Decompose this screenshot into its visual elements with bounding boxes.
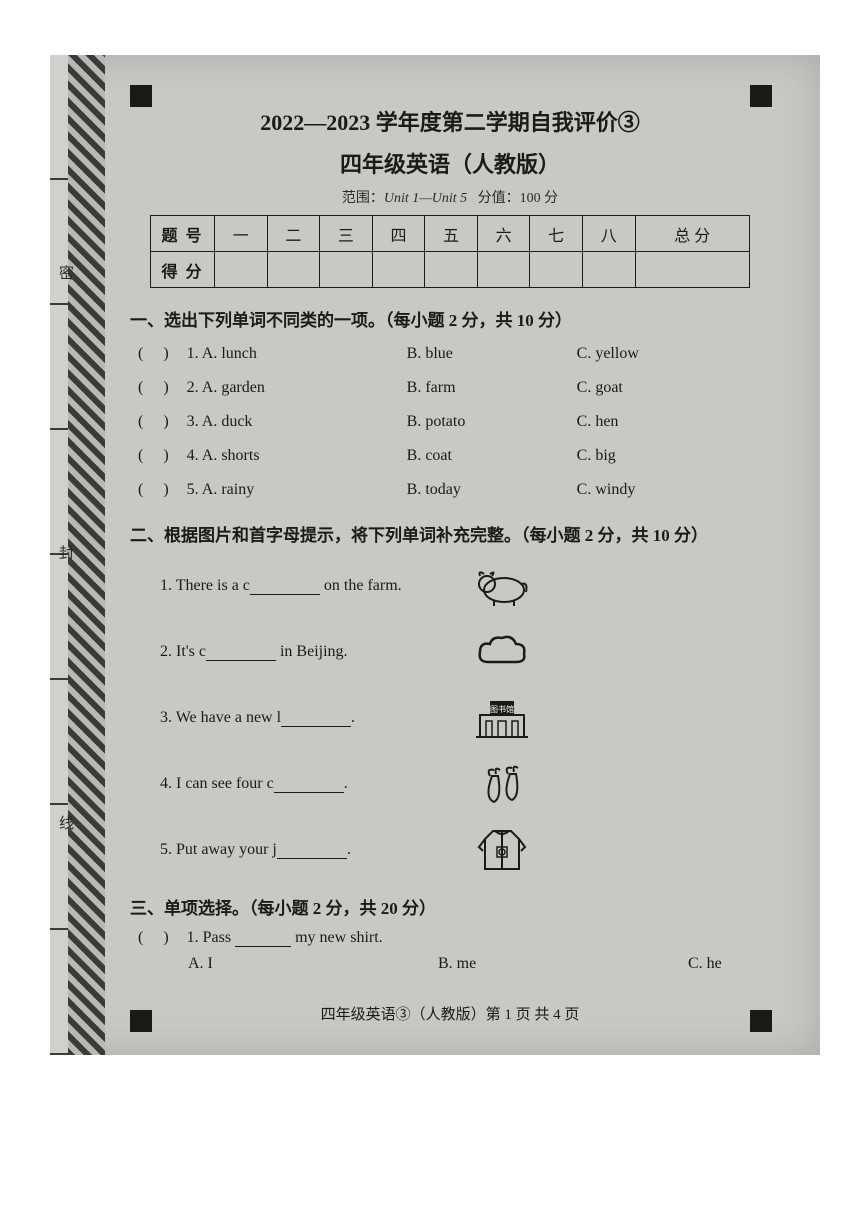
col-3: 三	[320, 216, 373, 252]
option-c: C. goat	[577, 379, 623, 397]
blank-input[interactable]	[281, 709, 351, 727]
option-a: 1. A. lunch	[187, 345, 407, 363]
col-4: 四	[372, 216, 425, 252]
question-text: 3. We have a new l.	[160, 709, 470, 727]
question-row: ( ) 2. A. gardenB. farmC. goat	[138, 375, 770, 401]
col-5: 五	[425, 216, 478, 252]
score-value: 100 分	[520, 191, 559, 206]
option-c: C. big	[577, 447, 616, 465]
score-label: 分值：	[478, 191, 520, 206]
answer-paren[interactable]: ( )	[138, 379, 169, 397]
content: 2022—2023 学年度第二学期自我评价③ 四年级英语（人教版） 范围：Uni…	[130, 60, 770, 1024]
binding-label-xian: 线	[54, 815, 76, 830]
option-a: 2. A. garden	[187, 379, 407, 397]
col-7: 七	[530, 216, 583, 252]
answer-paren[interactable]: ( )	[138, 481, 169, 499]
answer-paren[interactable]: ( )	[138, 447, 169, 465]
table-header-num: 题 号	[151, 216, 215, 252]
table-row: 得 分	[151, 252, 750, 288]
blank-input[interactable]	[277, 841, 347, 859]
range-label: 范围：	[342, 191, 384, 206]
col-2: 二	[267, 216, 320, 252]
blank-input[interactable]	[235, 929, 291, 947]
fill-blank-row: 4. I can see four c.	[160, 758, 770, 810]
question-row: ( ) 1. A. lunchB. blueC. yellow	[138, 341, 770, 367]
option-c: C. yellow	[577, 345, 639, 363]
binding-label-mi: 密	[54, 265, 76, 280]
option-b: B. potato	[407, 413, 577, 431]
question-text: 4. I can see four c.	[160, 775, 470, 793]
option-b: B. blue	[407, 345, 577, 363]
question-stem: ( ) 1. Pass my new shirt.	[138, 929, 770, 947]
option-a: A. I	[188, 955, 388, 973]
score-cell[interactable]	[425, 252, 478, 288]
section1-title: 一、选出下列单词不同类的一项。（每小题 2 分，共 10 分）	[130, 306, 770, 331]
question-row: ( ) 4. A. shortsB. coatC. big	[138, 443, 770, 469]
range-value: Unit 1—Unit 5	[384, 191, 467, 206]
question-row: ( ) 5. A. rainyB. todayC. windy	[138, 477, 770, 503]
fill-blank-row: 5. Put away your j.	[160, 824, 770, 876]
col-8: 八	[582, 216, 635, 252]
score-table: 题 号 一 二 三 四 五 六 七 八 总 分 得 分	[150, 215, 750, 288]
section3-title: 三、单项选择。（每小题 2 分，共 20 分）	[130, 894, 770, 919]
question-row: ( ) 3. A. duckB. potatoC. hen	[138, 409, 770, 435]
col-1: 一	[215, 216, 268, 252]
score-cell[interactable]	[477, 252, 530, 288]
fill-blank-row: 3. We have a new l. 图书馆	[160, 692, 770, 744]
fill-blank-row: 1. There is a c on the farm.	[160, 560, 770, 612]
binding-label-feng: 封	[54, 545, 76, 560]
page-footer: 四年级英语③（人教版）第 1 页 共 4 页	[130, 1003, 770, 1024]
score-cell[interactable]	[635, 252, 750, 288]
score-cell[interactable]	[582, 252, 635, 288]
score-cell[interactable]	[215, 252, 268, 288]
fill-blank-row: 2. It's c in Beijing.	[160, 626, 770, 678]
blank-input[interactable]	[206, 643, 276, 661]
question-text: 1. There is a c on the farm.	[160, 577, 470, 595]
option-b: B. coat	[407, 447, 577, 465]
option-a: 3. A. duck	[187, 413, 407, 431]
score-cell[interactable]	[372, 252, 425, 288]
question-text: 5. Put away your j.	[160, 841, 470, 859]
table-header-score: 得 分	[151, 252, 215, 288]
table-row: 题 号 一 二 三 四 五 六 七 八 总 分	[151, 216, 750, 252]
score-cell[interactable]	[320, 252, 373, 288]
option-a: 5. A. rainy	[187, 481, 407, 499]
blank-input[interactable]	[274, 775, 344, 793]
svg-text:图书馆: 图书馆	[490, 704, 514, 714]
score-cell[interactable]	[267, 252, 320, 288]
option-a: 4. A. shorts	[187, 447, 407, 465]
library-icon: 图书馆	[470, 692, 534, 744]
options-row: A. I B. me C. he	[138, 955, 770, 973]
answer-paren[interactable]: ( )	[138, 413, 169, 431]
option-c: C. hen	[577, 413, 619, 431]
cloud-icon	[470, 626, 534, 678]
col-total: 总 分	[635, 216, 750, 252]
question-text: 2. It's c in Beijing.	[160, 643, 470, 661]
answer-paren[interactable]: ( )	[138, 345, 169, 363]
cow-icon	[470, 560, 534, 612]
score-cell[interactable]	[530, 252, 583, 288]
option-b: B. me	[438, 955, 638, 973]
blank-input[interactable]	[250, 577, 320, 595]
col-6: 六	[477, 216, 530, 252]
answer-paren[interactable]: ( )	[138, 929, 169, 947]
option-c: C. he	[688, 955, 722, 973]
title-line1: 2022—2023 学年度第二学期自我评价③	[130, 105, 770, 137]
option-b: B. today	[407, 481, 577, 499]
carrots-icon	[470, 758, 534, 810]
stem-text: 1. Pass my new shirt.	[187, 929, 383, 947]
range-info: 范围：Unit 1—Unit 5 分值：100 分	[130, 187, 770, 207]
section2-title: 二、根据图片和首字母提示，将下列单词补充完整。（每小题 2 分，共 10 分）	[130, 521, 770, 546]
title-line2: 四年级英语（人教版）	[130, 147, 770, 179]
page: 密 封 线 2022—2023 学年度第二学期自我评价③ 四年级英语（人教版） …	[0, 0, 867, 1227]
jacket-icon	[470, 824, 534, 876]
option-b: B. farm	[407, 379, 577, 397]
option-c: C. windy	[577, 481, 636, 499]
